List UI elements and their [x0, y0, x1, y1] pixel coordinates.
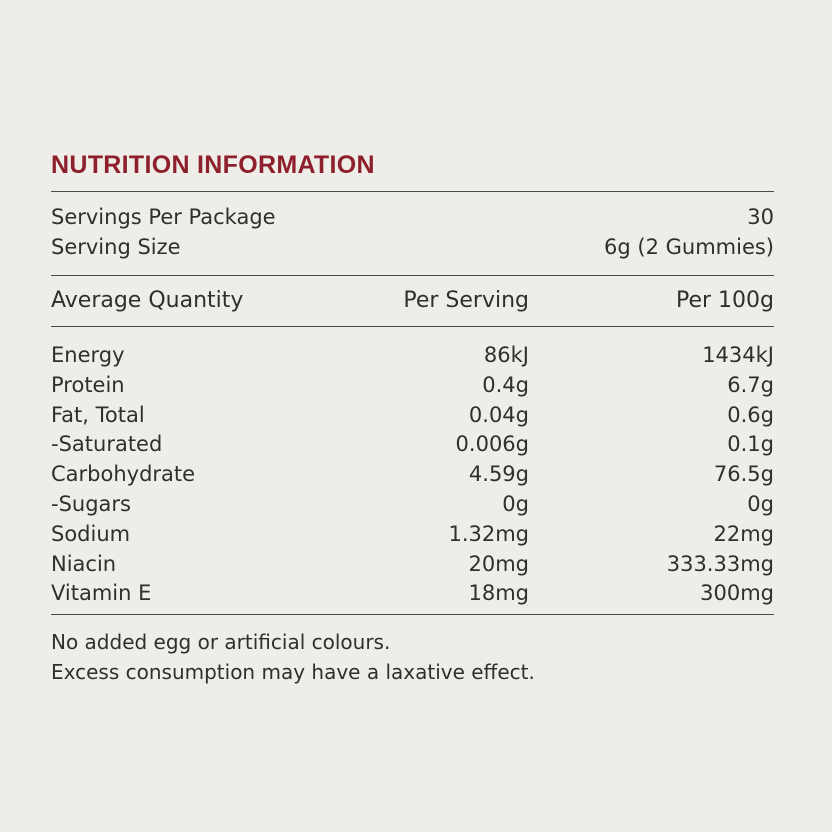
nutrient-name: Energy [51, 343, 125, 367]
per-serving-value: 0.4g [482, 372, 529, 397]
serving-size-label: Serving Size [51, 235, 181, 259]
nutrient-name: Niacin [51, 551, 117, 576]
nutrition-panel: NUTRITION INFORMATION Servings Per Packa… [51, 150, 774, 687]
table-row: Vitamin E 18mg 300mg [51, 578, 774, 608]
nutrient-name: Sodium [51, 521, 131, 546]
serving-size-row: Serving Size 6g (2 Gummies) [51, 232, 774, 262]
per-100g-value: 0g [747, 491, 774, 516]
table-row: Niacin 20mg 333.33mg [51, 549, 774, 579]
serving-size-value: 6g (2 Gummies) [604, 235, 774, 259]
per-100g-value: 0.6g [727, 402, 774, 427]
per-serving-value: 18mg [468, 581, 529, 606]
per-100g-value: 333.33mg [666, 551, 774, 576]
per-100g-value: 1434kJ [702, 343, 774, 367]
nutrient-name: Protein [51, 372, 125, 397]
note-line: No added egg or artificial colours. [51, 630, 391, 655]
per-100g-value: 0.1g [727, 432, 774, 457]
divider [51, 191, 774, 192]
divider [51, 326, 774, 327]
servings-per-package-value: 30 [747, 205, 774, 229]
per-serving-value: 1.32mg [448, 521, 529, 546]
nutrient-name: -Sugars [51, 491, 131, 516]
panel-title: NUTRITION INFORMATION [51, 151, 375, 179]
table-row: Energy 86kJ 1434kJ [51, 340, 774, 370]
per-100g-value: 6.7g [727, 372, 774, 397]
nutrient-name: Carbohydrate [51, 462, 196, 487]
per-serving-value: 0g [502, 491, 529, 516]
notes: No added egg or artificial colours. Exce… [51, 615, 774, 687]
header-per-serving: Per Serving [403, 288, 529, 313]
nutrient-name: Fat, Total [51, 402, 145, 427]
table-row: -Saturated 0.006g 0.1g [51, 429, 774, 459]
nutrient-name: -Saturated [51, 432, 163, 457]
table-row: Carbohydrate 4.59g 76.5g [51, 459, 774, 489]
per-serving-value: 86kJ [483, 343, 529, 367]
per-100g-value: 22mg [713, 521, 774, 546]
servings-per-package-row: Servings Per Package 30 [51, 202, 774, 232]
table-row: -Sugars 0g 0g [51, 489, 774, 519]
table-row: Protein 0.4g 6.7g [51, 370, 774, 400]
table-header: Average Quantity Per Serving Per 100g [51, 276, 774, 326]
per-serving-value: 4.59g [468, 462, 529, 487]
nutrient-table: Energy 86kJ 1434kJ Protein 0.4g 6.7g Fat… [51, 327, 774, 614]
divider [51, 614, 774, 616]
servings-block: Servings Per Package 30 Serving Size 6g … [51, 192, 774, 275]
table-row: Sodium 1.32mg 22mg [51, 519, 774, 549]
per-serving-value: 0.04g [468, 402, 529, 427]
header-average-quantity: Average Quantity [51, 288, 244, 313]
per-serving-value: 0.006g [455, 432, 529, 457]
header-per-100g: Per 100g [675, 288, 774, 313]
per-100g-value: 300mg [700, 581, 774, 606]
note-line: Excess consumption may have a laxative e… [51, 660, 535, 685]
servings-per-package-label: Servings Per Package [51, 205, 276, 229]
per-serving-value: 20mg [468, 551, 529, 576]
per-100g-value: 76.5g [713, 462, 774, 487]
nutrient-name: Vitamin E [51, 581, 152, 606]
divider [51, 275, 774, 276]
table-row: Fat, Total 0.04g 0.6g [51, 400, 774, 430]
